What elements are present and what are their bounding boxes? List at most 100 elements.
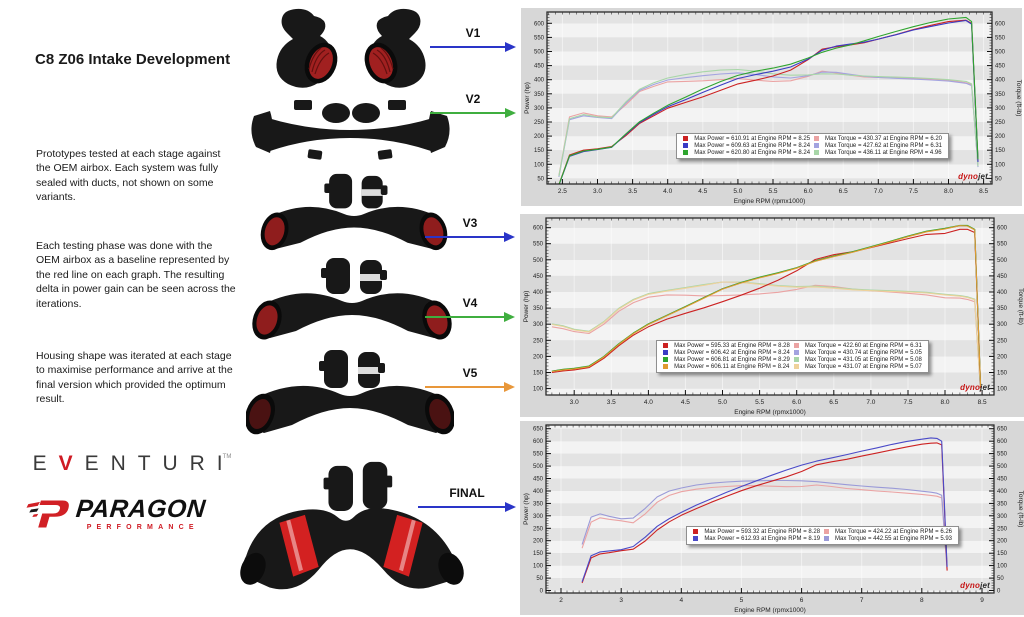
- svg-text:6.0: 6.0: [792, 399, 801, 406]
- svg-text:600: 600: [997, 226, 1008, 232]
- legend-power-swatch: [663, 364, 669, 370]
- svg-text:350: 350: [534, 92, 545, 98]
- svg-text:450: 450: [997, 274, 1008, 280]
- chart-canvas: 2.5 3.0 3.5 4.0 4.5 5.0 5.5 6.0 6.5 7.0 7.5 8.0 8.5 5…: [521, 8, 1022, 206]
- svg-text:400: 400: [533, 489, 544, 495]
- dyno-chart-v3-v4-v5: 3.0 3.5 4.0 4.5 5.0 5.5 6.0 6.5 7.0 7.5 8.0 8.5 100 1…: [520, 214, 1024, 417]
- svg-text:2.5: 2.5: [558, 188, 567, 195]
- svg-text:150: 150: [995, 148, 1006, 154]
- svg-text:8.0: 8.0: [940, 399, 949, 406]
- svg-text:500: 500: [997, 464, 1008, 470]
- svg-text:Power (hp): Power (hp): [523, 291, 530, 323]
- svg-text:7: 7: [860, 597, 864, 604]
- eventuri-letter: V: [58, 452, 73, 475]
- svg-text:50: 50: [995, 176, 1002, 182]
- svg-text:650: 650: [533, 427, 544, 433]
- svg-text:350: 350: [995, 92, 1006, 98]
- svg-text:Engine RPM (rpmx1000): Engine RPM (rpmx1000): [734, 198, 806, 205]
- svg-text:150: 150: [534, 148, 545, 154]
- v1-prototype-image: [276, 8, 426, 88]
- legend-torque-swatch: [793, 364, 799, 370]
- svg-text:0: 0: [997, 589, 1001, 595]
- stage-arrow-v1: V1: [430, 26, 516, 53]
- svg-text:2: 2: [559, 597, 563, 604]
- svg-text:50: 50: [536, 576, 543, 582]
- eventuri-letter: T: [137, 452, 151, 475]
- svg-text:100: 100: [533, 564, 544, 570]
- svg-text:7.0: 7.0: [874, 188, 883, 195]
- svg-text:550: 550: [997, 242, 1008, 248]
- legend-power-text: Max Power = 606.11 at Engine RPM = 8.24: [674, 363, 790, 370]
- svg-text:550: 550: [534, 35, 545, 41]
- legend-power-swatch: [683, 150, 689, 156]
- svg-text:3.0: 3.0: [570, 399, 579, 406]
- stage-arrow-v2: V2: [430, 92, 516, 119]
- legend-torque-swatch: [824, 529, 830, 535]
- svg-text:100: 100: [997, 564, 1008, 570]
- svg-text:500: 500: [534, 50, 545, 56]
- legend-torque-swatch: [793, 343, 799, 349]
- svg-text:7.5: 7.5: [903, 399, 912, 406]
- svg-text:5.0: 5.0: [733, 188, 742, 195]
- svg-text:3.0: 3.0: [593, 188, 602, 195]
- svg-text:400: 400: [997, 290, 1008, 296]
- legend-power-text: Max Power = 593.32 at Engine RPM = 8.28: [704, 528, 821, 535]
- legend-torque-text: Max Torque = 431.07 at Engine RPM = 5.07: [804, 363, 922, 370]
- svg-text:6.5: 6.5: [839, 188, 848, 195]
- eventuri-letter: E: [84, 452, 99, 475]
- paragon-wordmark: PARAGON PERFORMANCE: [75, 495, 207, 531]
- arrow-icon: [425, 382, 515, 392]
- svg-text:3: 3: [619, 597, 623, 604]
- svg-text:8: 8: [920, 597, 924, 604]
- stage-arrow-v5: V5: [425, 366, 515, 393]
- paragon-p-icon: [26, 500, 69, 528]
- svg-text:Torque (ft-lb): Torque (ft-lb): [1015, 80, 1022, 117]
- svg-text:Engine RPM (rpmx1000): Engine RPM (rpmx1000): [734, 409, 806, 416]
- svg-text:300: 300: [533, 514, 544, 520]
- svg-text:8.0: 8.0: [944, 188, 953, 195]
- arrow-icon: [430, 108, 516, 118]
- svg-text:6: 6: [800, 597, 804, 604]
- svg-text:4.0: 4.0: [644, 399, 653, 406]
- svg-text:8.5: 8.5: [979, 188, 988, 195]
- eventuri-letter: U: [162, 452, 178, 475]
- svg-text:450: 450: [534, 64, 545, 70]
- svg-text:400: 400: [995, 78, 1006, 84]
- eventuri-letter: N: [110, 452, 126, 475]
- svg-text:450: 450: [995, 64, 1006, 70]
- svg-text:250: 250: [995, 120, 1006, 126]
- svg-text:4: 4: [679, 597, 683, 604]
- svg-text:250: 250: [533, 338, 544, 344]
- arrow-icon: [430, 42, 516, 52]
- svg-text:550: 550: [533, 242, 544, 248]
- svg-text:300: 300: [997, 514, 1008, 520]
- v3-prototype-image: [260, 173, 448, 251]
- arrow-icon: [425, 232, 515, 242]
- legend-power-text: Max Power = 610.91 at Engine RPM = 8.25: [694, 135, 811, 142]
- legend-torque-swatch: [793, 357, 799, 363]
- stage-label-v2: V2: [465, 92, 481, 106]
- eventuri-letter: E: [32, 452, 47, 475]
- svg-text:650: 650: [997, 427, 1008, 433]
- legend-torque-swatch: [814, 143, 820, 149]
- stage-label-v5: V5: [462, 366, 478, 380]
- paragon-logo: PARAGON PERFORMANCE: [26, 495, 241, 532]
- svg-text:0: 0: [540, 589, 544, 595]
- legend-torque-text: Max Torque = 422.60 at Engine RPM = 6.31: [804, 342, 922, 349]
- svg-text:50: 50: [537, 176, 544, 182]
- svg-text:200: 200: [997, 539, 1008, 545]
- svg-text:350: 350: [997, 501, 1008, 507]
- svg-text:4.5: 4.5: [698, 188, 707, 195]
- legend-torque-text: Max Torque = 427.62 at Engine RPM = 6.31: [825, 142, 942, 149]
- paragon-subtitle: PERFORMANCE: [86, 524, 199, 531]
- svg-text:550: 550: [995, 35, 1006, 41]
- svg-text:600: 600: [534, 21, 545, 27]
- legend-power-text: Max Power = 606.42 at Engine RPM = 8.24: [674, 349, 790, 356]
- legend-power-swatch: [663, 343, 669, 349]
- stage-arrow-v4: V4: [425, 296, 515, 323]
- svg-text:200: 200: [995, 134, 1006, 140]
- svg-text:7.5: 7.5: [909, 188, 918, 195]
